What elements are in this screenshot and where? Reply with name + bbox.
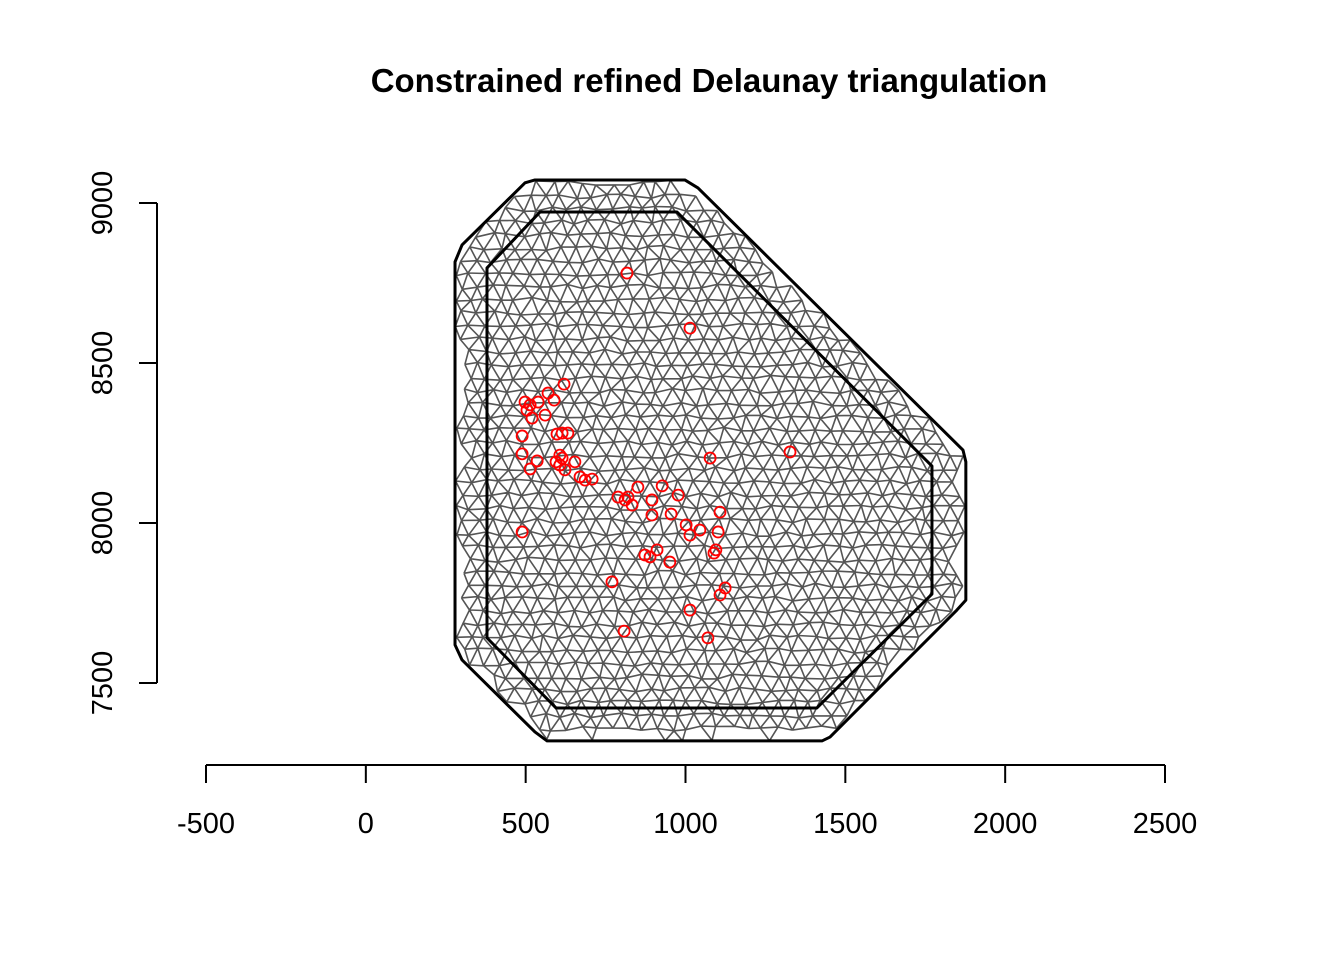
data-point — [693, 523, 707, 537]
data-point — [645, 508, 659, 522]
data-point — [561, 426, 575, 440]
data-point — [555, 426, 569, 440]
data-point — [683, 321, 697, 335]
x-tick-label: 2500 — [1133, 808, 1198, 840]
x-tick-label: -500 — [177, 808, 235, 840]
data-point — [557, 377, 571, 391]
y-tick-label: 9000 — [87, 171, 119, 236]
y-tick-label: 7500 — [87, 651, 119, 716]
data-point — [568, 455, 582, 469]
x-tick-label: 0 — [358, 808, 374, 840]
data-point — [645, 493, 659, 507]
x-tick-label: 500 — [501, 808, 549, 840]
data-point — [555, 451, 569, 465]
data-point — [643, 550, 657, 564]
data-point — [621, 490, 635, 504]
data-point — [713, 505, 727, 519]
data-point — [553, 448, 567, 462]
data-point — [585, 472, 599, 486]
outer-boundary — [453, 178, 968, 743]
data-point — [547, 393, 561, 407]
y-axis: 7500 8000 8500 9000 — [87, 171, 158, 716]
data-point — [530, 454, 544, 468]
mesh-boundaries — [453, 178, 968, 743]
data-point — [783, 445, 797, 459]
data-point — [683, 603, 697, 617]
data-point — [515, 525, 529, 539]
data-point — [713, 588, 727, 602]
data-point — [515, 429, 529, 443]
data-point — [663, 555, 677, 569]
data-point — [525, 411, 539, 425]
x-tick-label: 1000 — [653, 808, 718, 840]
data-points — [515, 266, 797, 645]
x-tick-label: 1500 — [813, 808, 878, 840]
x-axis: -500 0 500 1000 1500 2000 2500 — [177, 764, 1198, 840]
data-point — [538, 408, 552, 422]
data-point — [664, 507, 678, 521]
data-point — [605, 575, 619, 589]
data-point — [701, 631, 715, 645]
data-point — [558, 463, 572, 477]
y-tick-label: 8000 — [87, 491, 119, 556]
data-point — [631, 480, 645, 494]
data-point — [671, 488, 685, 502]
data-point — [617, 624, 631, 638]
inner-boundary — [485, 210, 934, 710]
data-point — [531, 395, 545, 409]
chart-title: Constrained refined Delaunay triangulati… — [371, 62, 1048, 99]
data-point — [655, 479, 669, 493]
data-point — [515, 447, 529, 461]
data-point — [611, 490, 625, 504]
data-point — [703, 451, 717, 465]
data-point — [620, 266, 634, 280]
data-point — [523, 462, 537, 476]
data-point — [683, 528, 697, 542]
y-tick-label: 8500 — [87, 331, 119, 396]
data-point — [709, 543, 723, 557]
data-point — [578, 473, 592, 487]
data-point — [650, 543, 664, 557]
x-tick-label: 2000 — [973, 808, 1038, 840]
data-point — [711, 525, 725, 539]
